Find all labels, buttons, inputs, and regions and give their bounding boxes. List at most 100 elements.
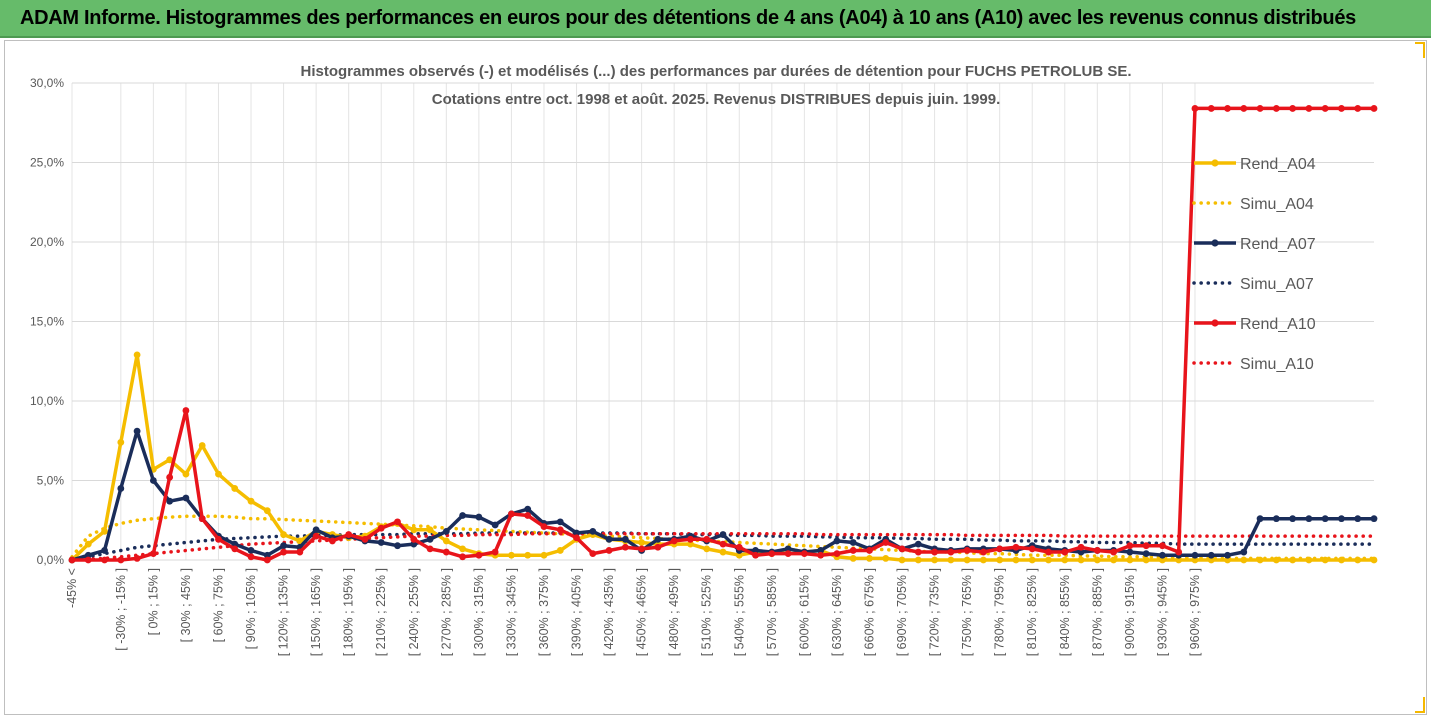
chart-frame [4,40,1427,715]
resize-corner-bottom-right [1415,697,1425,713]
data-point [1077,548,1085,556]
x-tick-label: [ 270% ; 285% ] [439,568,453,656]
x-tick-label: [ 900% ; 915% ] [1123,568,1137,656]
data-point [508,510,515,518]
data-point [182,494,190,502]
data-point [931,548,938,556]
data-point [247,553,255,561]
data-point [1061,556,1069,564]
data-point [1370,515,1378,523]
data-point [1126,548,1134,556]
data-point [963,547,971,554]
data-point [280,548,287,556]
data-point [1272,515,1280,523]
data-point [833,537,841,545]
data-point [247,547,255,554]
x-tick-label: [ 720% ; 735% ] [928,568,942,656]
data-point [882,555,890,562]
data-point [1077,556,1085,564]
data-point [719,548,727,556]
x-tick-label: [ 780% ; 795% ] [993,568,1007,656]
resize-corner-top-right [1415,42,1425,58]
y-tick-label: 20,0% [30,235,64,249]
data-point [1110,548,1117,556]
data-point [556,526,564,534]
data-point [980,556,987,564]
data-point [280,542,287,550]
series-Simu_A04 [70,514,1376,561]
data-point [133,427,141,435]
data-point [377,524,385,532]
x-tick-label: [ 240% ; 255% ] [407,568,421,656]
data-point [1272,105,1280,112]
data-point [784,545,792,553]
data-point [117,485,125,492]
data-point [101,547,108,554]
data-point [101,527,108,535]
y-tick-label: 0,0% [37,553,65,567]
series-Rend_A10 [68,105,1378,564]
data-point [605,535,613,543]
data-point [1354,556,1362,564]
x-tick-label: [ 540% ; 555% ] [732,568,746,656]
data-point [149,550,157,558]
data-point [1289,515,1297,523]
data-point [670,537,678,545]
data-point [914,540,922,548]
data-point [1305,556,1313,564]
x-tick-label: [ 300% ; 315% ] [472,568,486,656]
data-point [475,513,483,521]
data-point [882,539,890,546]
x-tick-label: [ 480% ; 495% ] [667,568,681,656]
data-point [638,539,646,546]
y-tick-label: 15,0% [30,315,64,329]
data-point [361,535,369,543]
data-point [719,531,727,538]
data-point [1224,551,1231,559]
data-point [101,556,108,564]
data-point [621,543,629,551]
data-point [1289,556,1297,564]
data-point [752,547,759,554]
data-point [84,551,92,559]
data-point [1191,551,1199,559]
data-point [345,531,353,538]
x-tick-label: [ 810% ; 825% ] [1025,568,1039,656]
data-point [898,556,906,564]
x-axis-labels: -45% < [ -30% ; -15% ] [ 0% ; 15% ] [ 30% ;… [65,568,1202,656]
data-point [654,535,662,543]
data-point [166,456,174,464]
data-point [1061,548,1069,556]
data-point [442,537,450,545]
data-point [1159,551,1166,559]
data-point [231,540,239,548]
x-tick-label: [ 450% ; 465% ] [635,568,649,656]
data-point [296,537,304,545]
data-point [312,526,320,534]
legend-label: Rend_A07 [1240,236,1316,253]
data-point [1028,556,1036,564]
data-point [931,556,938,564]
data-point [1077,543,1085,551]
data-point [1240,105,1248,112]
data-point [182,407,190,414]
data-point [947,556,955,564]
data-point [914,548,922,556]
data-point [1028,545,1036,553]
data-point [117,556,125,564]
data-point [491,548,499,556]
data-point [963,556,971,564]
legend-label: Simu_A07 [1240,276,1314,293]
data-point [654,543,662,551]
y-tick-label: 30,0% [30,76,64,90]
data-point [117,438,125,446]
x-tick-label: [ 0% ; 15% ] [146,568,160,635]
data-point [231,545,239,553]
data-point [817,551,825,559]
data-point [540,551,548,559]
data-point [1126,556,1134,564]
data-point [1175,556,1183,564]
data-point [1321,105,1329,112]
data-point [1240,548,1248,556]
